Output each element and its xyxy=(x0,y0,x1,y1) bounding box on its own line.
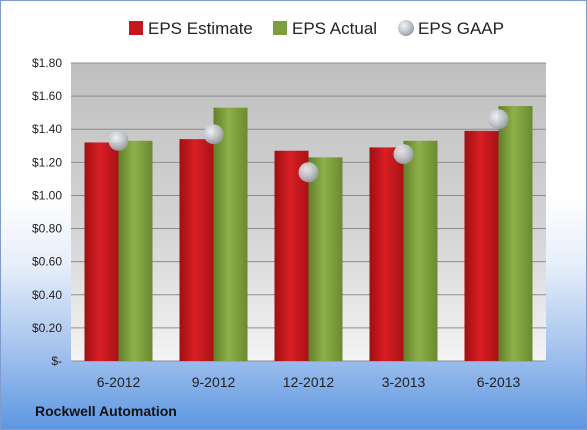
y-tick-label: $1.20 xyxy=(32,155,62,169)
y-tick-label: $1.60 xyxy=(32,89,62,103)
bar-eps-actual xyxy=(308,157,343,361)
bar-eps-estimate xyxy=(84,142,119,361)
y-tick-label: $0.40 xyxy=(32,288,62,302)
x-tick-label: 12-2012 xyxy=(283,374,335,390)
y-tick-label: $- xyxy=(51,354,62,368)
y-tick-label: $0.80 xyxy=(32,222,62,236)
legend: EPS Estimate EPS Actual EPS GAAP xyxy=(129,19,504,38)
bar-eps-actual xyxy=(213,107,248,361)
legend-marker-gaap xyxy=(398,20,414,36)
legend-label: EPS Actual xyxy=(292,19,377,38)
gaap-markers xyxy=(108,109,509,183)
legend-label: EPS Estimate xyxy=(148,19,253,38)
bar-eps-actual xyxy=(498,106,533,362)
bar-eps-actual xyxy=(403,140,438,361)
x-axis: 6-2012 9-2012 12-2012 3-2013 6-2013 xyxy=(97,374,521,390)
legend-swatch xyxy=(129,21,143,35)
y-tick-label: $1.00 xyxy=(32,188,62,202)
y-tick-label: $1.40 xyxy=(32,122,62,136)
gaap-marker xyxy=(108,130,129,151)
gaap-marker xyxy=(488,109,509,130)
gaap-marker xyxy=(298,162,319,183)
bar-eps-actual xyxy=(118,140,153,361)
legend-swatch xyxy=(273,21,287,35)
bar-eps-estimate xyxy=(369,147,404,361)
company-name: Rockwell Automation xyxy=(35,403,177,419)
x-tick-label: 6-2013 xyxy=(477,374,521,390)
y-axis: $- $0.20 $0.40 $0.60 $0.80 $1.00 $1.20 $1.40 $1.… xyxy=(32,56,62,368)
y-tick-label: $0.60 xyxy=(32,255,62,269)
x-tick-label: 9-2012 xyxy=(192,374,236,390)
legend-label: EPS GAAP xyxy=(418,19,504,38)
gaap-marker xyxy=(203,124,224,145)
bars xyxy=(84,106,533,362)
bar-eps-estimate xyxy=(179,139,214,361)
bar-eps-estimate xyxy=(274,150,309,361)
y-tick-label: $1.80 xyxy=(32,56,62,70)
gaap-marker xyxy=(393,144,414,165)
y-tick-label: $0.20 xyxy=(32,321,62,335)
x-tick-label: 6-2012 xyxy=(97,374,141,390)
bar-eps-estimate xyxy=(464,130,499,361)
x-tick-label: 3-2013 xyxy=(382,374,426,390)
